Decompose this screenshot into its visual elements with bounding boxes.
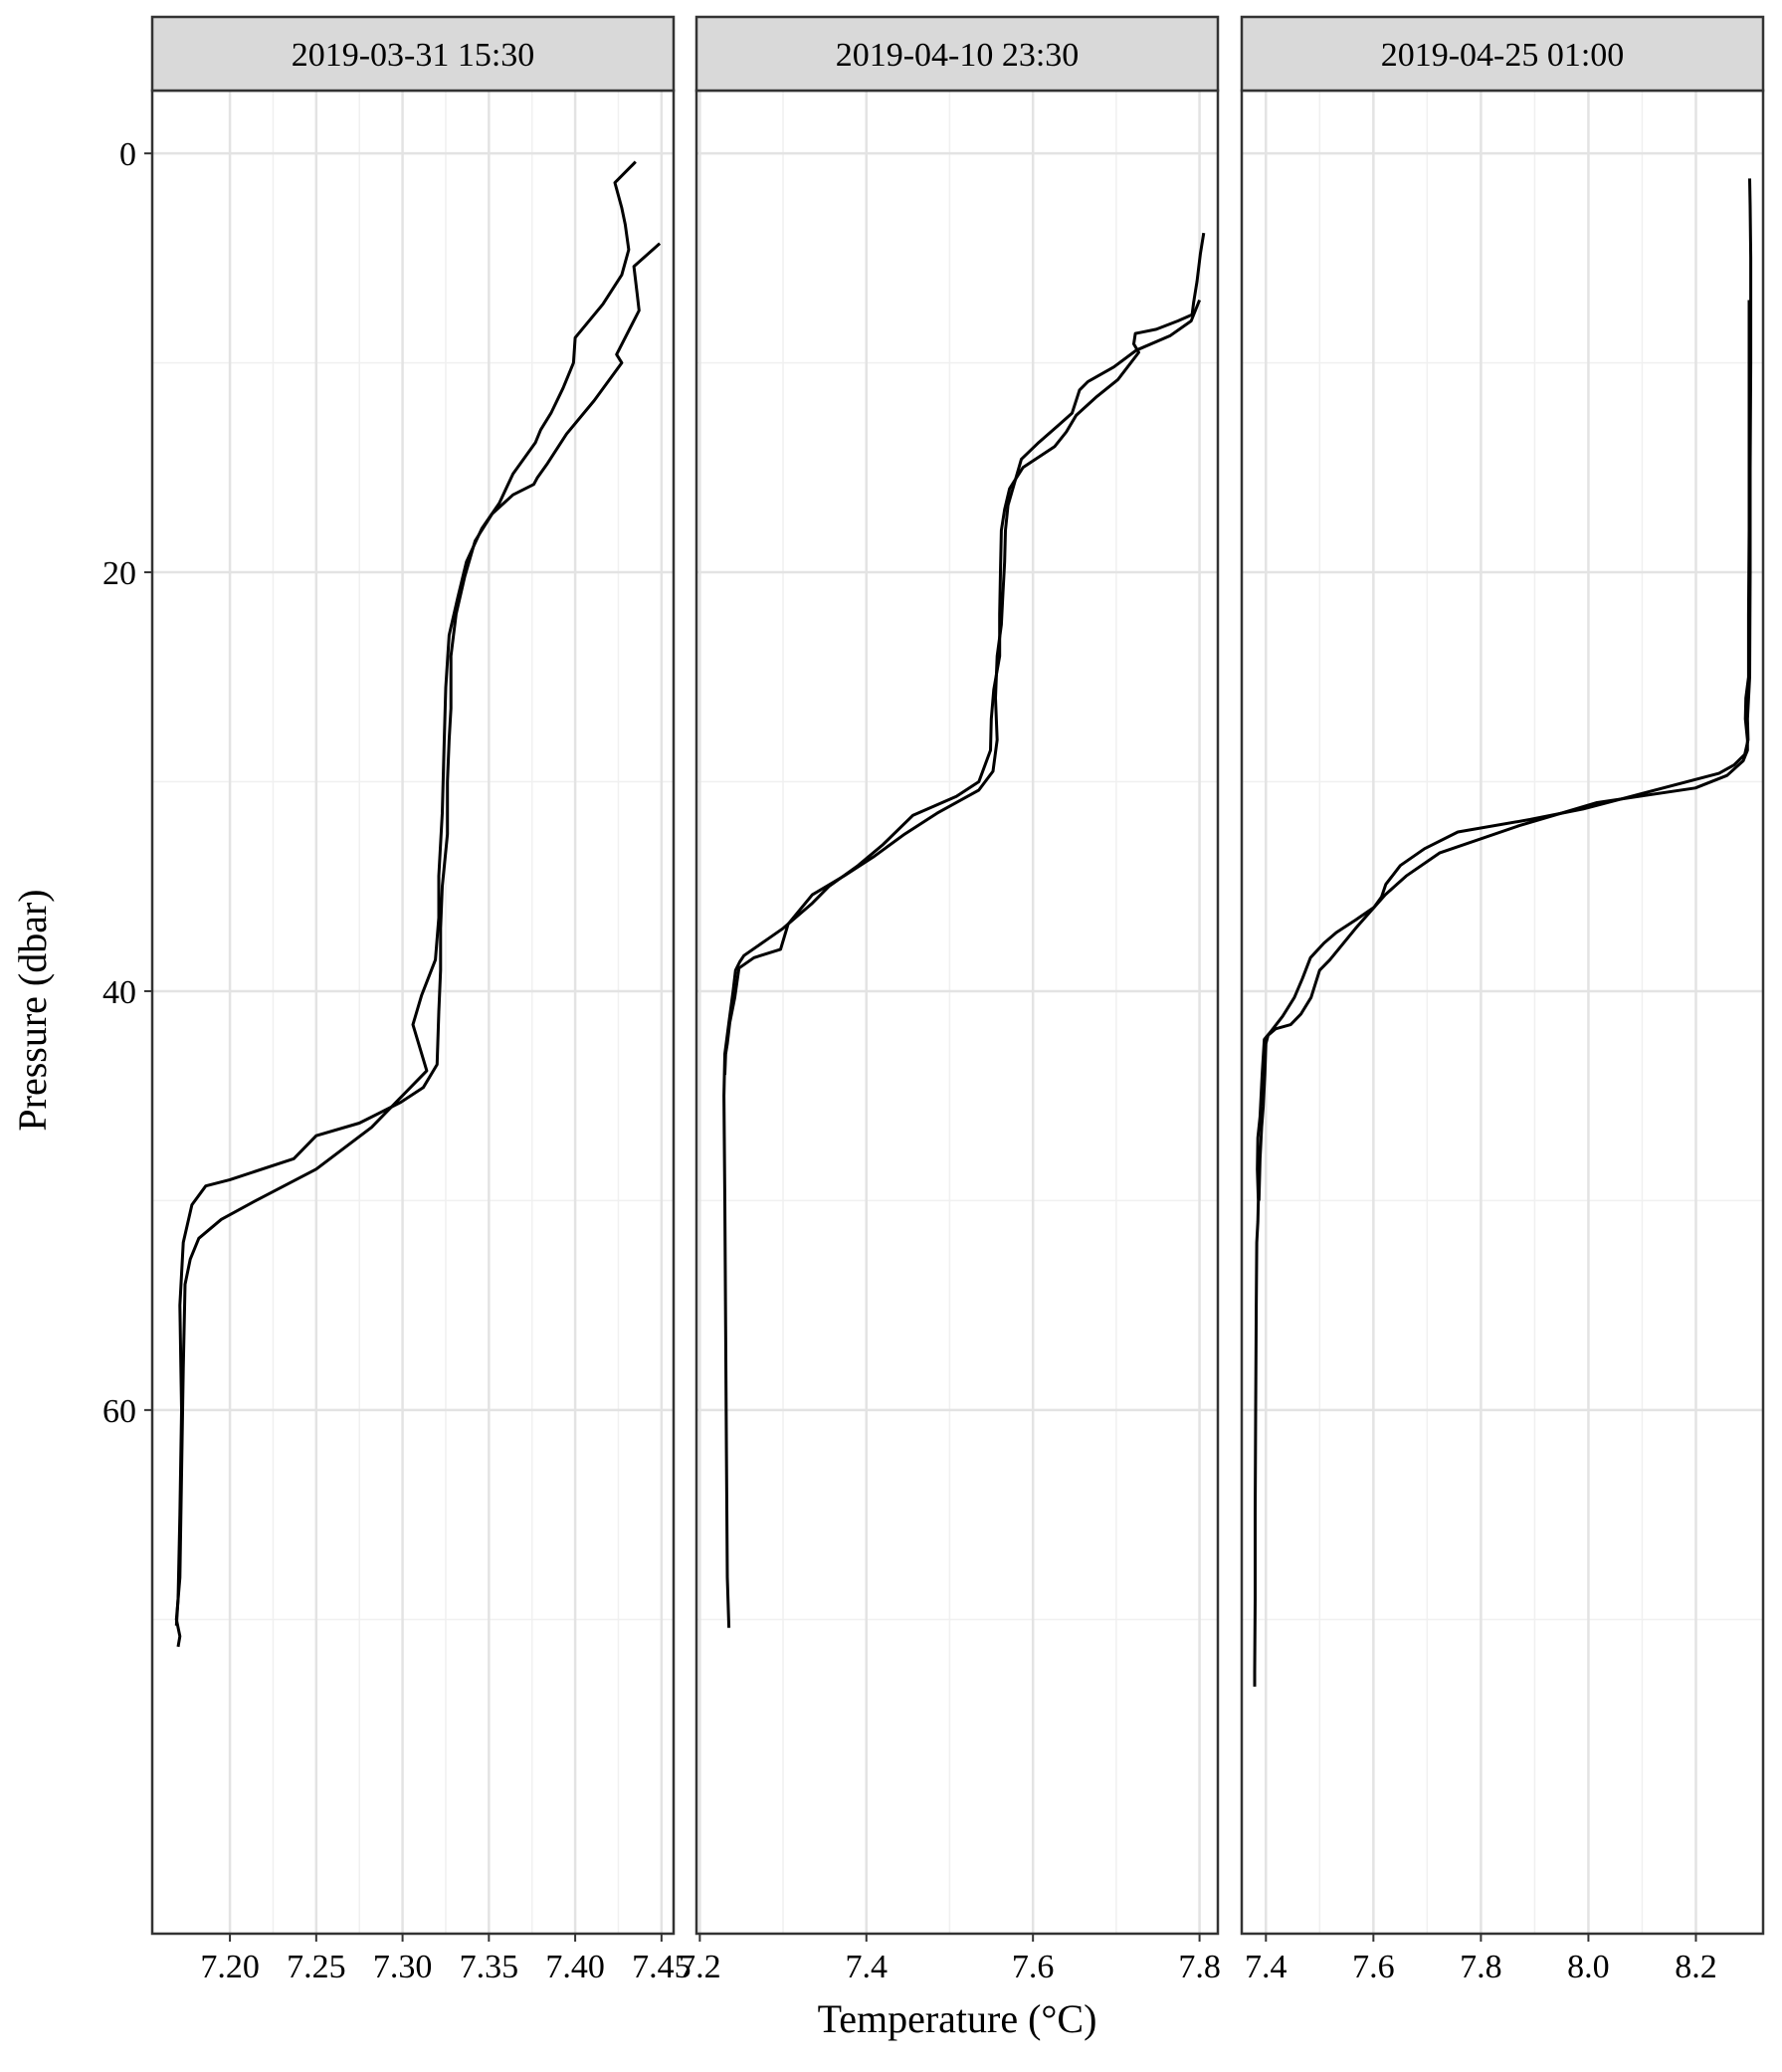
y-tick-label: 0 [119,136,136,173]
facet-strip-label: 2019-04-25 01:00 [1381,37,1625,74]
facet-panel: 2019-04-10 23:30 7.2 7.4 7.6 7.8 [679,15,1221,1985]
panel-background [1242,91,1763,1934]
profile-line [722,232,1206,1628]
profile-line [723,299,1201,1076]
facet-panel: 2019-04-25 01:00 7.4 7.6 7.8 8.0 8.2 [1240,15,1765,1985]
x-tick-label: 7.40 [545,1949,605,1985]
y-tick-label: 20 [102,555,136,592]
facet-panel: 2019-03-31 15:30 7.20 7.25 7.30 7.35 7.40 7.45 [150,15,692,1985]
x-tick-label: 7.8 [1460,1949,1502,1985]
panels-layer: 0 20 40 60 2019-03-31 15:30 7.20 7.25 7.30 7.35 7… [102,15,1765,1985]
x-tick-label: 8.0 [1567,1949,1610,1985]
x-tick-label: 7.8 [1178,1949,1221,1985]
x-tick-label: 7.25 [287,1949,346,1985]
profile-line [1257,300,1751,1201]
y-tick-label: 60 [102,1393,136,1430]
x-tick-label: 7.2 [679,1949,721,1985]
panel-background [152,91,674,1934]
x-tick-label: 7.20 [200,1949,260,1985]
panel-background [696,91,1218,1934]
x-tick-label: 7.30 [373,1949,433,1985]
x-axis-title: Temperature (°C) [818,1996,1097,2041]
x-tick-label: 7.4 [846,1949,889,1985]
profile-line [1253,178,1753,1687]
facet-strip [694,15,1220,93]
y-axis-title: Pressure (dbar) [10,889,55,1131]
x-tick-label: 7.4 [1245,1949,1287,1985]
x-tick-label: 8.2 [1675,1949,1717,1985]
facet-strip-label: 2019-04-10 23:30 [836,37,1080,74]
profile-line [174,242,662,1626]
facet-strip [1240,15,1765,93]
x-tick-label: 7.6 [1012,1949,1055,1985]
x-tick-label: 7.35 [460,1949,519,1985]
profile-line [174,160,637,1647]
x-tick-label: 7.6 [1352,1949,1395,1985]
facet-strip [150,15,676,93]
x-tick-label: 7.45 [632,1949,692,1985]
facet-strip-label: 2019-03-31 15:30 [292,37,535,74]
y-tick-label: 40 [102,974,136,1011]
